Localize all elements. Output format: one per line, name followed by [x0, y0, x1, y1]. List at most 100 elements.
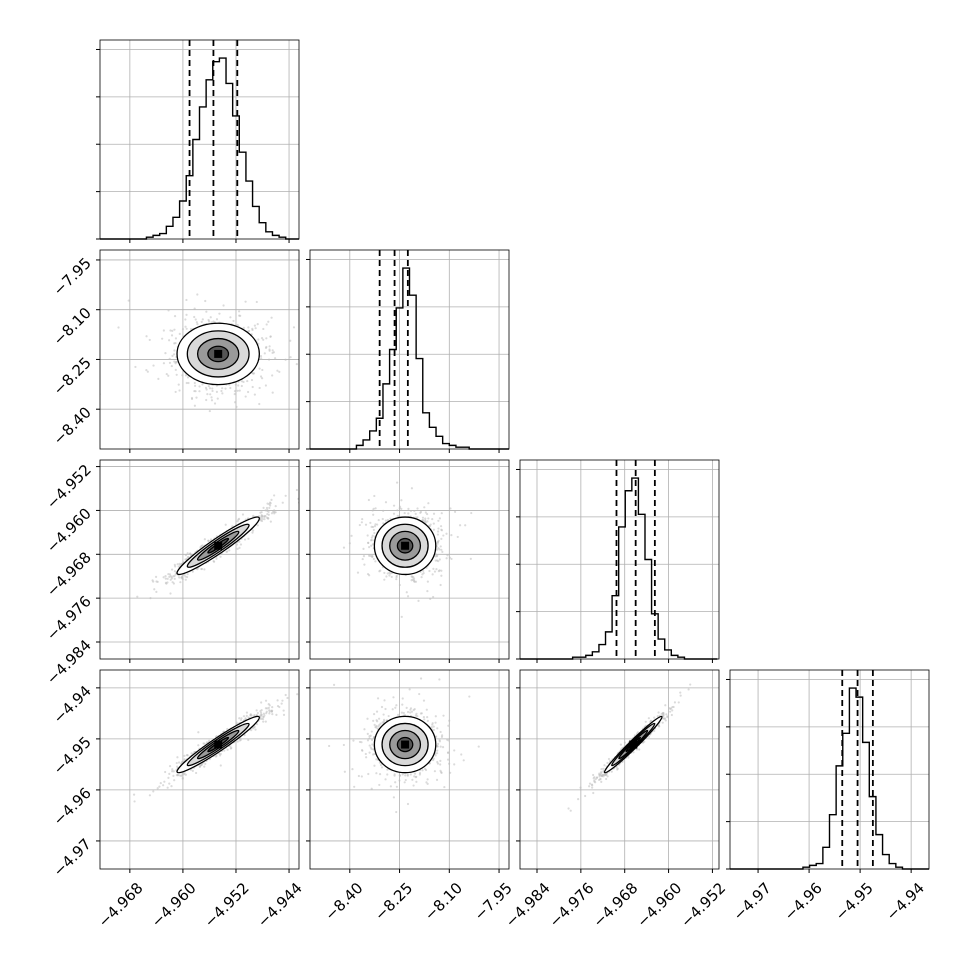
- sample-point: [183, 772, 186, 775]
- sample-point: [432, 567, 435, 570]
- sample-point: [193, 315, 196, 319]
- sample-point: [427, 502, 430, 505]
- sample-point: [267, 320, 270, 323]
- histogram-step: [310, 267, 509, 450]
- sample-point: [270, 512, 274, 515]
- sample-point: [449, 507, 452, 510]
- sample-point: [423, 506, 426, 509]
- sample-point: [297, 497, 299, 500]
- tick-label-x: −4.97: [730, 879, 775, 924]
- sample-point: [117, 326, 120, 329]
- sample-point: [176, 756, 179, 759]
- sample-point: [215, 557, 218, 560]
- sample-point: [412, 579, 415, 582]
- sample-point: [184, 773, 187, 776]
- sample-point: [171, 354, 174, 357]
- sample-point: [268, 345, 271, 348]
- sample-point: [265, 710, 268, 713]
- sample-point: [432, 512, 436, 515]
- sample-point: [228, 549, 231, 552]
- sample-point: [176, 773, 180, 776]
- sample-point: [268, 712, 271, 715]
- sample-point: [127, 299, 130, 302]
- sample-point: [158, 785, 161, 788]
- sample-point: [260, 713, 263, 716]
- sample-point: [264, 699, 268, 702]
- sample-point: [255, 713, 258, 717]
- sample-point: [415, 780, 418, 783]
- sample-point: [204, 386, 208, 389]
- sample-point: [367, 554, 371, 557]
- sample-point: [437, 570, 440, 573]
- histogram-panel-p1: [96, 39, 300, 243]
- sample-point: [271, 391, 274, 394]
- sample-point: [164, 577, 167, 580]
- sample-point: [225, 550, 228, 554]
- sample-point: [332, 683, 336, 686]
- tick-label-x: −4.952: [201, 879, 253, 931]
- sample-point: [255, 709, 258, 712]
- sample-point: [413, 772, 417, 775]
- sample-point: [373, 494, 376, 498]
- sample-point: [145, 368, 148, 372]
- density-layer: [100, 293, 298, 413]
- sample-point: [198, 385, 201, 388]
- sample-point: [259, 355, 263, 358]
- sample-point: [262, 720, 265, 723]
- sample-point: [210, 399, 214, 402]
- panel-frame: [309, 249, 510, 450]
- sample-point: [166, 786, 169, 789]
- sample-point: [441, 745, 445, 749]
- sample-point: [251, 531, 254, 534]
- sample-point: [435, 568, 438, 571]
- sample-point: [205, 398, 208, 402]
- sample-point: [244, 395, 247, 398]
- sample-point: [260, 377, 264, 380]
- sample-point: [164, 575, 167, 578]
- sample-point: [449, 771, 452, 774]
- histogram-panel-p3: [516, 459, 720, 663]
- sample-point: [342, 546, 346, 549]
- sample-point: [280, 702, 283, 705]
- sample-point: [436, 542, 439, 545]
- sample-point: [263, 518, 266, 521]
- sample-point: [258, 367, 261, 370]
- sample-point: [203, 765, 206, 768]
- sample-point: [187, 381, 190, 385]
- sample-point: [184, 325, 187, 328]
- histogram-step: [100, 57, 299, 240]
- sample-point: [267, 358, 271, 361]
- sample-point: [426, 782, 429, 785]
- sample-point: [371, 534, 374, 537]
- sample-point: [382, 509, 385, 512]
- sample-point: [167, 573, 170, 576]
- sample-point: [266, 509, 269, 512]
- sample-point: [368, 546, 371, 549]
- sample-point: [168, 575, 171, 579]
- sample-point: [445, 557, 448, 560]
- sample-point: [477, 745, 480, 748]
- sample-point: [368, 737, 371, 740]
- tick-label-y: −4.952: [43, 461, 95, 513]
- sample-point: [218, 312, 221, 315]
- scatter-panel-p1-p2: −8.40−8.25−8.10−7.95: [50, 249, 300, 453]
- sample-point: [226, 748, 229, 751]
- sample-point: [274, 505, 277, 508]
- sample-point: [278, 370, 281, 374]
- sample-point: [134, 365, 137, 369]
- sample-point: [219, 754, 222, 757]
- sample-point: [255, 300, 258, 304]
- sample-point: [386, 572, 389, 575]
- sample-point: [199, 546, 202, 549]
- sample-point: [432, 725, 435, 728]
- sample-point: [264, 707, 267, 710]
- sample-point: [273, 509, 276, 512]
- sample-point: [194, 318, 197, 321]
- sample-point: [389, 517, 392, 520]
- sample-point: [195, 396, 198, 399]
- sample-point: [374, 507, 377, 510]
- sample-point: [170, 568, 174, 571]
- sample-point: [201, 544, 204, 547]
- tick-label-y: −4.97: [50, 835, 95, 880]
- sample-point: [215, 318, 219, 321]
